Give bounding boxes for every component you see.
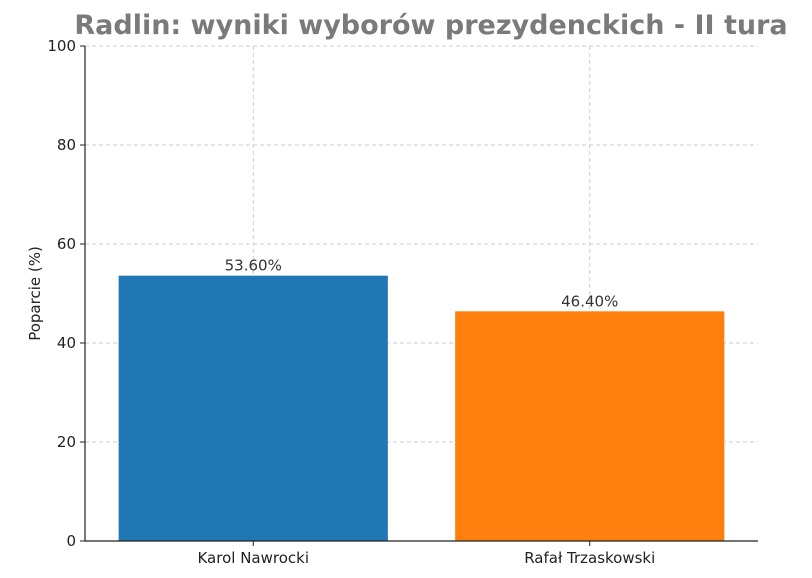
- y-tick-label: 40: [57, 334, 76, 352]
- data-label: 53.60%: [225, 257, 282, 275]
- y-axis-label: Poparcie (%): [26, 246, 44, 341]
- bar: [455, 311, 725, 541]
- y-tick-label: 60: [57, 235, 76, 253]
- chart-title: Radlin: wyniki wyborów prezydenckich - I…: [74, 10, 788, 41]
- y-tick-label: 0: [66, 532, 76, 550]
- axes: [80, 45, 758, 546]
- y-tick-label: 20: [57, 433, 76, 451]
- bars: [118, 275, 725, 541]
- y-tick-label: 80: [57, 136, 76, 154]
- labels: 53.60% 46.40% 0 20 40 60 80 100 Karol Nawrocki Ra…: [26, 37, 655, 567]
- bar: [118, 275, 388, 541]
- x-tick-label: Karol Nawrocki: [197, 549, 309, 567]
- y-tick-label: 100: [47, 37, 76, 55]
- x-tick-label: Rafał Trzaskowski: [524, 549, 655, 567]
- data-label: 46.40%: [561, 292, 618, 310]
